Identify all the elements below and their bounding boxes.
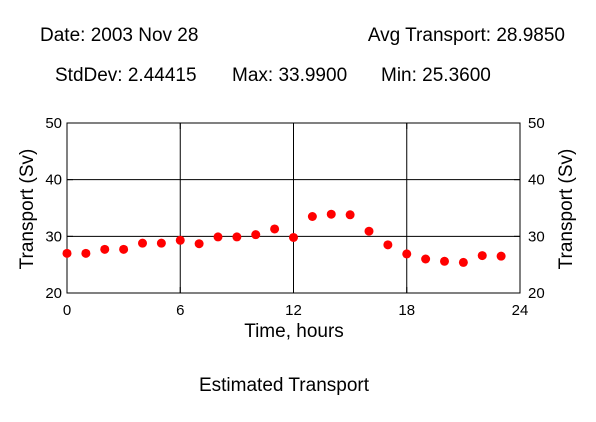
data-point xyxy=(402,249,412,259)
data-point xyxy=(458,257,468,267)
data-point xyxy=(194,239,204,249)
data-point xyxy=(289,232,298,242)
data-point xyxy=(270,224,280,234)
max-label: Max: 33.9900 xyxy=(232,65,347,86)
chart-caption: Estimated Transport xyxy=(199,375,370,396)
y-tick-label-left: 20 xyxy=(45,285,62,302)
avg-transport-label: Avg Transport: 28.9850 xyxy=(368,25,565,46)
data-point xyxy=(477,251,487,261)
data-point xyxy=(251,230,261,240)
data-point xyxy=(345,210,355,220)
x-tick-label: 24 xyxy=(512,302,529,319)
data-point xyxy=(496,251,506,261)
x-tick-label: 6 xyxy=(176,302,184,319)
y-tick-label-right: 50 xyxy=(528,115,545,132)
data-point xyxy=(326,209,336,219)
y-tick-label-right: 30 xyxy=(528,228,545,245)
data-point xyxy=(307,212,317,221)
stddev-label: StdDev: 2.44415 xyxy=(55,65,197,86)
data-point xyxy=(383,240,393,250)
data-point xyxy=(119,244,129,254)
y-axis-title-left: Transport (Sv) xyxy=(17,149,38,270)
data-points xyxy=(62,209,506,267)
data-point xyxy=(156,238,166,248)
data-point xyxy=(364,226,374,236)
data-point xyxy=(62,248,72,258)
x-tick-label: 0 xyxy=(63,302,71,319)
y-tick-label-left: 50 xyxy=(45,115,62,132)
y-tick-label-left: 30 xyxy=(45,228,62,245)
y-tick-label-left: 40 xyxy=(45,172,62,189)
data-point xyxy=(138,238,147,248)
y-tick-label-right: 20 xyxy=(528,285,545,302)
data-point xyxy=(440,256,449,266)
data-point xyxy=(232,232,242,242)
data-point xyxy=(100,244,110,254)
x-tick-label: 12 xyxy=(285,302,302,319)
x-tick-label: 18 xyxy=(398,302,415,319)
data-point xyxy=(81,248,91,258)
data-point xyxy=(213,232,223,242)
x-axis-title: Time, hours xyxy=(244,321,344,342)
date-label: Date: 2003 Nov 28 xyxy=(40,25,198,46)
y-tick-label-right: 40 xyxy=(528,172,545,189)
data-point xyxy=(421,254,431,264)
y-axis-title-right: Transport (Sv) xyxy=(556,149,577,270)
min-label: Min: 25.3600 xyxy=(381,65,491,86)
data-point xyxy=(175,235,185,245)
plot-frame xyxy=(66,122,521,294)
